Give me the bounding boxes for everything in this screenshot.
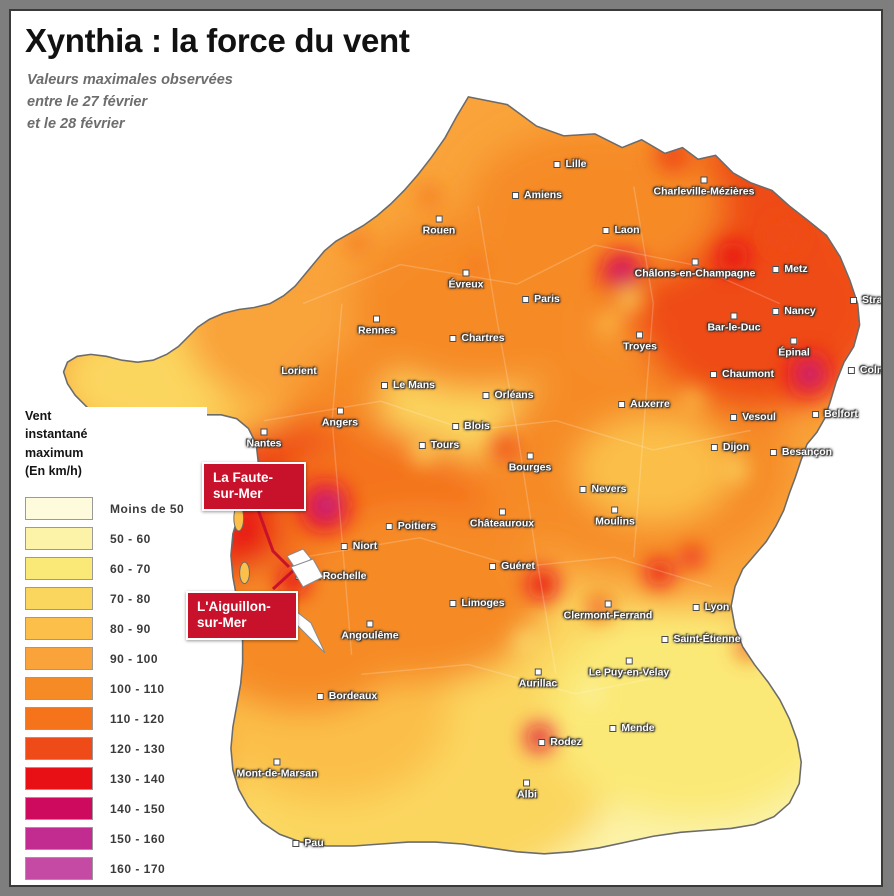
legend-row: 110 - 120 xyxy=(25,704,197,734)
callout-la-faute-sur-mer[interactable]: La Faute-sur-Mer xyxy=(202,462,306,511)
legend-row: Moins de 50 xyxy=(25,494,197,524)
legend-row: 170 - 180 xyxy=(25,884,197,886)
legend-swatch xyxy=(25,617,93,640)
legend-swatch xyxy=(25,497,93,520)
legend-row: 50 - 60 xyxy=(25,524,197,554)
legend-row: 70 - 80 xyxy=(25,584,197,614)
legend-title-line-2: maximum xyxy=(25,445,84,460)
callout-line-0: L'Aiguillon- xyxy=(197,599,271,614)
legend-swatch xyxy=(25,677,93,700)
legend-swatch xyxy=(25,587,93,610)
legend-row: 150 - 160 xyxy=(25,824,197,854)
legend-label: 120 - 130 xyxy=(110,741,166,756)
callout-l-aiguillon-sur-mer[interactable]: L'Aiguillon-sur-Mer xyxy=(186,591,298,640)
legend-label: 70 - 80 xyxy=(110,591,151,606)
legend-label: 150 - 160 xyxy=(110,831,166,846)
legend-label: 60 - 70 xyxy=(110,561,151,576)
legend-label: 80 - 90 xyxy=(110,621,151,636)
legend-label: Moins de 50 xyxy=(110,501,185,516)
poster-inner: Xynthia : la force du vent Valeurs maxim… xyxy=(9,9,883,887)
legend-row: 120 - 130 xyxy=(25,734,197,764)
legend-row: 140 - 150 xyxy=(25,794,197,824)
legend-swatch xyxy=(25,857,93,880)
legend-swatch xyxy=(25,647,93,670)
france-outline xyxy=(62,95,861,855)
legend-label: 100 - 110 xyxy=(110,681,165,696)
legend-title-line-3: (En km/h) xyxy=(25,464,82,479)
legend-label: 50 - 60 xyxy=(110,531,151,546)
legend-swatch xyxy=(25,737,93,760)
callout-line-0: La Faute- xyxy=(213,470,274,485)
legend-swatch xyxy=(25,707,93,730)
callout-line-1: sur-Mer xyxy=(197,615,247,631)
legend-swatch xyxy=(25,767,93,790)
legend-label: 140 - 150 xyxy=(110,801,166,816)
legend-swatch xyxy=(25,527,93,550)
legend-swatch xyxy=(25,827,93,850)
legend-row: 160 - 170 xyxy=(25,854,197,884)
legend-row: 80 - 90 xyxy=(25,614,197,644)
legend-label: 90 - 100 xyxy=(110,651,159,666)
legend-swatch xyxy=(25,797,93,820)
legend: Vent instantané maximum (En km/h) Moins de … xyxy=(25,407,197,886)
legend-label: 160 - 170 xyxy=(110,861,166,876)
legend-row: 90 - 100 xyxy=(25,644,197,674)
legend-label: 130 - 140 xyxy=(110,771,166,786)
legend-rows: Moins de 50 50 - 60 60 - 70 70 - 80 80 - 90 9… xyxy=(25,494,197,886)
legend-row: 100 - 110 xyxy=(25,674,197,704)
legend-label: 110 - 120 xyxy=(110,711,165,726)
callout-line-1: sur-Mer xyxy=(213,486,263,502)
legend-swatch xyxy=(25,557,93,580)
legend-title: Vent instantané maximum (En km/h) xyxy=(25,407,197,481)
legend-row: 60 - 70 xyxy=(25,554,197,584)
legend-title-line-0: Vent xyxy=(25,409,52,423)
legend-title-line-1: instantané xyxy=(25,427,88,442)
legend-row: 130 - 140 xyxy=(25,764,197,794)
